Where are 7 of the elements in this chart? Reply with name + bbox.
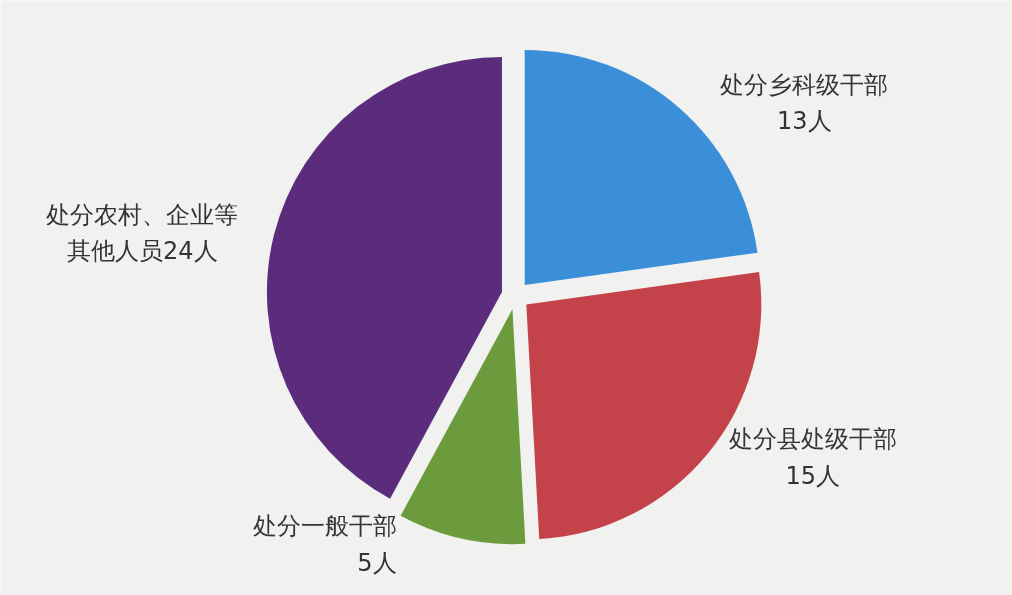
- data-label: 15人: [785, 461, 840, 490]
- slice-label: 处分农村、企业等其他人员24人: [46, 200, 239, 266]
- slice-label: 处分县处级干部: [728, 425, 897, 454]
- slice-label: 处分一般干部: [252, 512, 397, 541]
- data-label: 13人: [776, 107, 832, 136]
- data-label: 5人: [357, 548, 397, 577]
- slice-label: 处分乡科级干部: [720, 71, 889, 99]
